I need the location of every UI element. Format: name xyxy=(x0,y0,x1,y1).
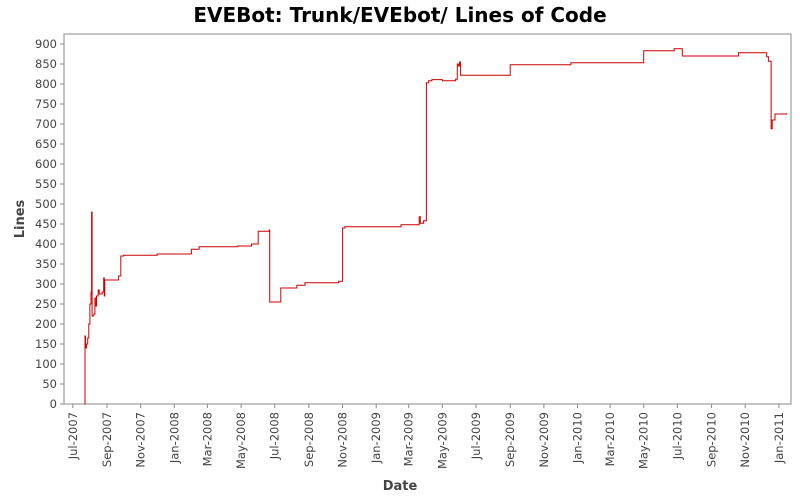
series-layer xyxy=(84,48,788,405)
x-tick-label: Mar-2009 xyxy=(402,412,416,466)
x-tick-label: Nov-2009 xyxy=(537,412,551,468)
x-tick-label: Jul-2008 xyxy=(268,412,282,460)
y-tick-label: 250 xyxy=(35,297,57,311)
x-tick-label: Sep-2010 xyxy=(705,412,719,467)
x-tick-label: Mar-2010 xyxy=(603,412,617,466)
x-tick-label: May-2010 xyxy=(637,412,651,469)
x-tick-label: May-2008 xyxy=(234,412,248,469)
y-tick-label: 350 xyxy=(35,257,57,271)
x-tick-label: Nov-2010 xyxy=(738,412,752,468)
y-tick-label: 0 xyxy=(50,397,57,411)
y-tick-label: 300 xyxy=(35,277,57,291)
y-tick-label: 450 xyxy=(35,217,57,231)
y-tick-label: 700 xyxy=(35,117,57,131)
y-tick-label: 800 xyxy=(35,77,57,91)
x-tick-label: Jul-2007 xyxy=(66,412,80,460)
y-tick-label: 550 xyxy=(35,177,57,191)
y-tick-label: 150 xyxy=(35,337,57,351)
x-tick-label: Jan-2009 xyxy=(369,412,383,464)
y-tick-label: 750 xyxy=(35,97,57,111)
x-tick-label: Nov-2007 xyxy=(134,412,148,468)
y-tick-label: 650 xyxy=(35,137,57,151)
x-tick-label: Sep-2007 xyxy=(100,412,114,467)
y-axis-label: Lines xyxy=(13,199,28,238)
y-tick-label: 50 xyxy=(42,377,57,391)
x-tick-label: Jan-2011 xyxy=(772,412,786,464)
x-tick-label: Jan-2010 xyxy=(571,412,585,464)
chart-title: EVEBot: Trunk/EVEbot/ Lines of Code xyxy=(193,3,606,27)
plot-area xyxy=(63,33,792,405)
y-axis: 0 50 100 150 200 250 300 350 400 450 500 550 600 650 7… xyxy=(35,37,64,411)
x-tick-label: Sep-2009 xyxy=(503,412,517,467)
x-axis: Jul-2007 Sep-2007 Nov-2007 Jan-2008 Mar-2008… xyxy=(66,404,786,469)
x-tick-label: Mar-2008 xyxy=(200,412,214,466)
x-tick-label: Jan-2008 xyxy=(167,412,181,464)
y-tick-label: 100 xyxy=(35,357,57,371)
x-tick-label: Jul-2009 xyxy=(469,412,483,460)
y-tick-label: 500 xyxy=(35,197,57,211)
x-tick-label: Jul-2010 xyxy=(670,412,684,460)
y-tick-label: 200 xyxy=(35,317,57,331)
x-tick-label: Sep-2008 xyxy=(302,412,316,467)
y-tick-label: 850 xyxy=(35,57,57,71)
y-tick-label: 400 xyxy=(35,237,57,251)
series-line xyxy=(84,48,788,405)
x-axis-label: Date xyxy=(383,479,418,494)
y-tick-label: 900 xyxy=(35,37,57,51)
y-tick-label: 600 xyxy=(35,157,57,171)
x-tick-label: Nov-2008 xyxy=(336,412,350,468)
x-tick-label: May-2009 xyxy=(435,412,449,469)
